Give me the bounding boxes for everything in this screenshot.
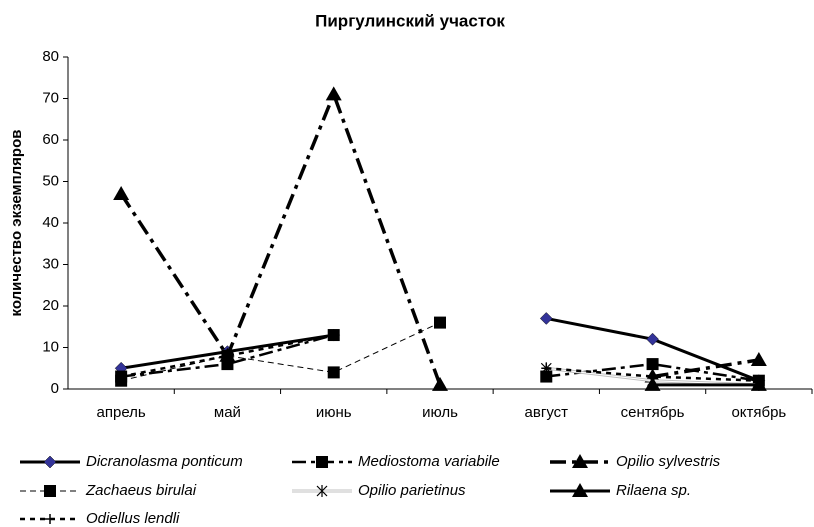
- y-tick-label: 20: [42, 297, 59, 314]
- legend-label: Rilaena sp.: [616, 482, 691, 499]
- y-tick-label: 40: [42, 214, 59, 231]
- y-tick-label: 80: [42, 48, 59, 65]
- chart-title: Пиргулинский участок: [315, 11, 505, 30]
- point: [222, 350, 233, 361]
- x-tick-label: апрель: [97, 404, 146, 421]
- point: [432, 376, 448, 391]
- series-line: [120, 333, 759, 382]
- legend-marker: [572, 454, 588, 468]
- point: [753, 375, 764, 386]
- point: [540, 370, 553, 383]
- y-tick-label: 70: [42, 89, 59, 106]
- series: [115, 316, 446, 387]
- x-tick-label: июль: [422, 404, 458, 421]
- x-tick-label: сентябрь: [621, 404, 685, 421]
- y-tick-label: 10: [42, 338, 59, 355]
- point: [646, 332, 659, 346]
- legend-marker: [43, 455, 57, 469]
- y-tick-label: 30: [42, 255, 59, 272]
- legend-label: Zachaeus birulai: [85, 482, 197, 499]
- point: [750, 351, 767, 366]
- point: [113, 185, 130, 200]
- point: [116, 371, 127, 382]
- point: [327, 366, 340, 379]
- legend-marker: [316, 485, 328, 497]
- series-line: [119, 89, 760, 386]
- point: [646, 358, 659, 371]
- legend-marker: [572, 483, 588, 497]
- legend-label: Opilio sylvestris: [616, 453, 721, 470]
- x-tick-label: август: [525, 404, 569, 421]
- legend-marker: [45, 514, 55, 524]
- legend-marker: [316, 456, 328, 468]
- legend-label: Odiellus lendli: [86, 510, 180, 527]
- point: [644, 376, 661, 391]
- point: [541, 363, 552, 374]
- y-tick-label: 60: [42, 131, 59, 148]
- y-axis-label: количество экземпляров: [8, 130, 25, 317]
- y-tick-label: 0: [51, 380, 59, 397]
- legend-label: Opilio parietinus: [358, 482, 466, 499]
- point: [434, 316, 446, 329]
- point: [325, 86, 342, 101]
- point: [539, 312, 553, 325]
- legend-label: Mediostoma variabile: [358, 453, 500, 470]
- series-line: [121, 322, 441, 382]
- x-tick-label: октябрь: [731, 404, 786, 421]
- legend-label: Dicranolasma ponticum: [86, 453, 243, 470]
- y-tick-label: 50: [42, 172, 59, 189]
- point: [328, 330, 339, 341]
- series: [116, 330, 764, 386]
- x-tick-label: июнь: [316, 404, 352, 421]
- legend-marker: [44, 485, 56, 497]
- point: [647, 371, 658, 382]
- x-tick-label: май: [214, 404, 241, 421]
